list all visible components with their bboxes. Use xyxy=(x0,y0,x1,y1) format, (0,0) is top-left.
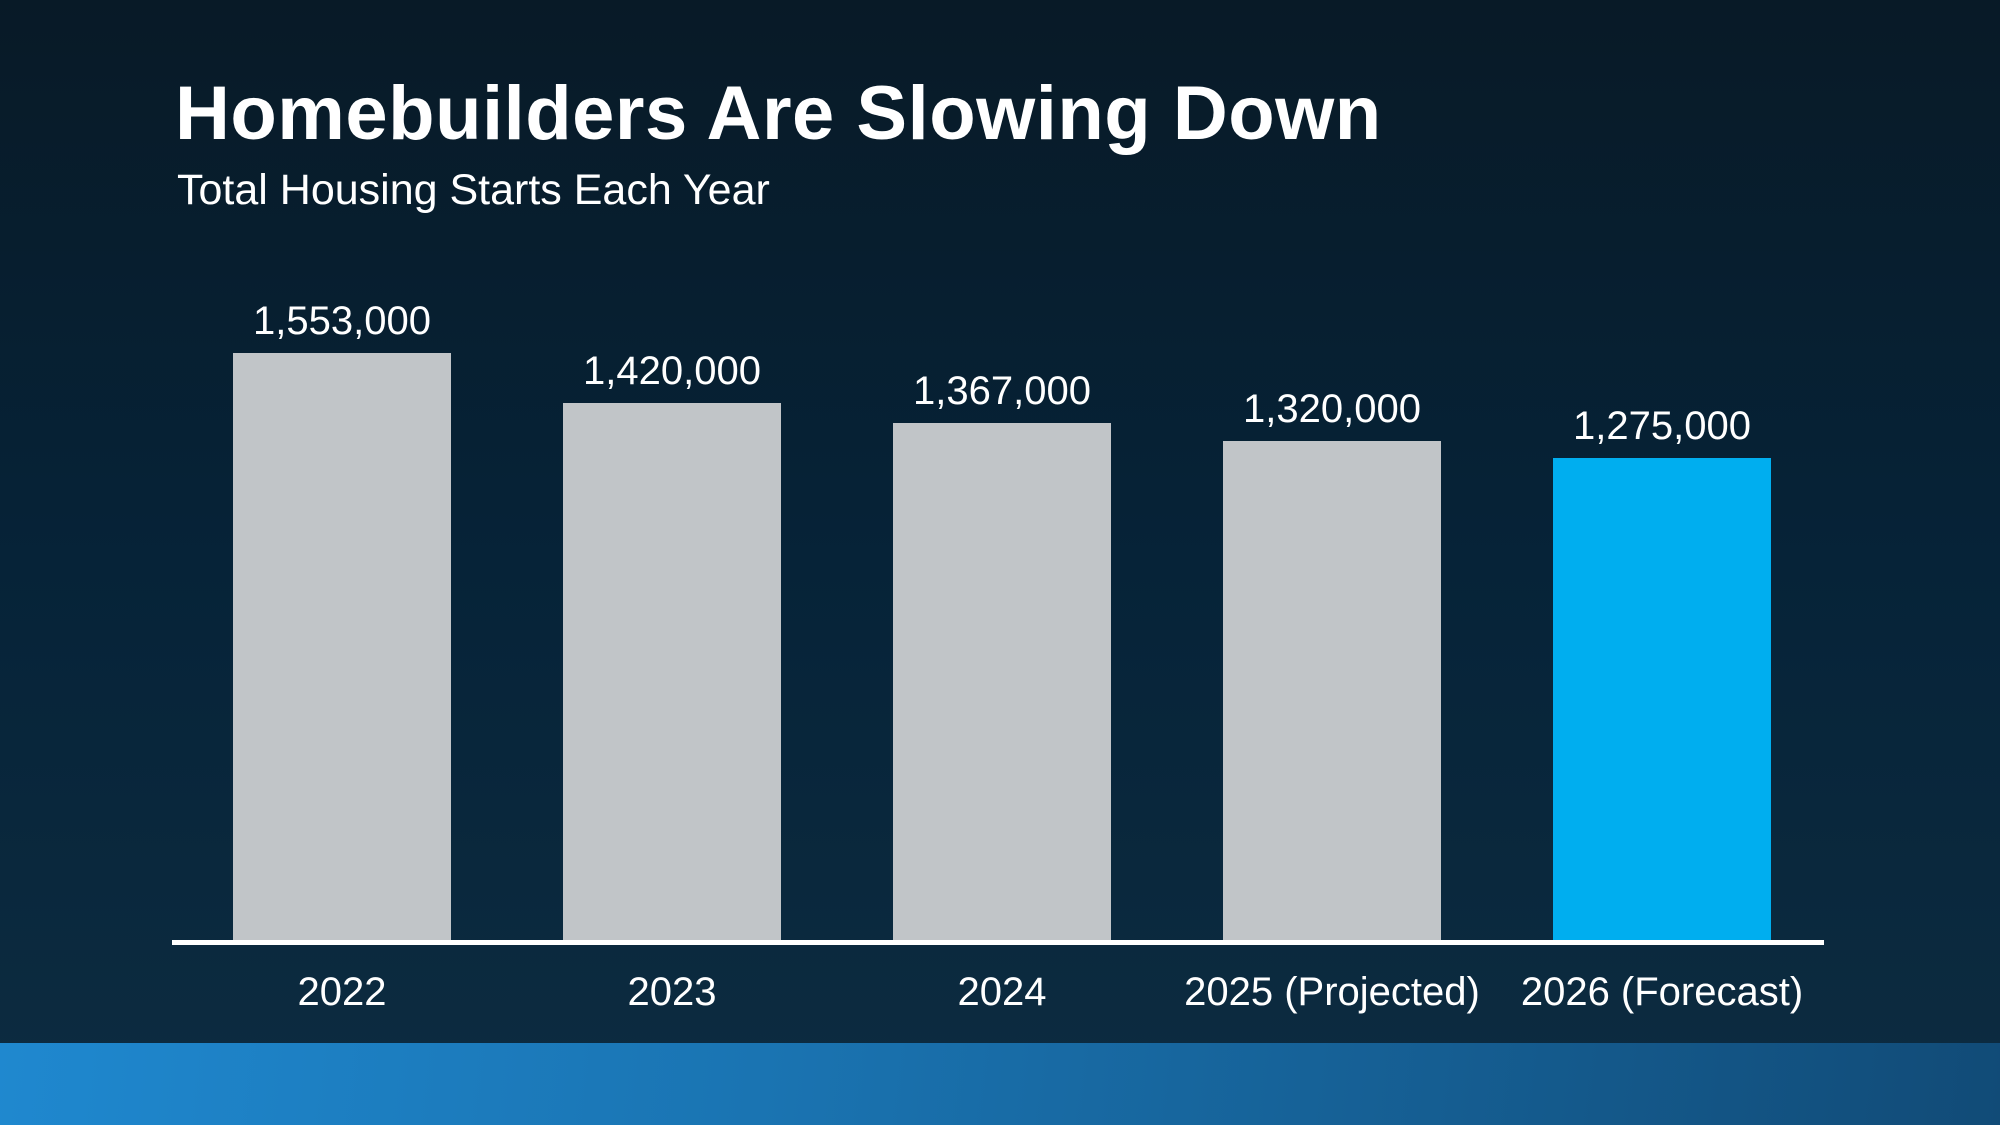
bar-value-label: 1,420,000 xyxy=(583,349,761,393)
x-axis-label: 2026 (Forecast) xyxy=(1520,970,1804,1014)
bar xyxy=(563,403,781,940)
bar xyxy=(233,353,451,940)
x-axis-label: 2023 xyxy=(627,970,717,1014)
x-axis-label: 2022 xyxy=(297,970,387,1014)
bar-value-label: 1,367,000 xyxy=(913,369,1091,413)
bar xyxy=(893,423,1111,940)
x-axis-label: 2024 xyxy=(957,970,1047,1014)
footer-bar: KEEPINGCURRENTMATTERS Source: Zonda xyxy=(0,1043,2000,1125)
bar-value-label: 1,320,000 xyxy=(1243,387,1421,431)
bar xyxy=(1223,441,1441,940)
bar-value-label: 1,275,000 xyxy=(1573,404,1751,448)
chart-title: Homebuilders Are Slowing Down xyxy=(175,71,1382,156)
chart-subtitle: Total Housing Starts Each Year xyxy=(177,166,770,214)
x-axis-line xyxy=(172,940,1824,945)
bar-value-label: 1,553,000 xyxy=(253,299,431,343)
bar xyxy=(1553,458,1771,940)
bar-chart: 1,553,000 2022 1,420,000 2023 1,367,000 2024 1… xyxy=(172,300,1824,1014)
x-axis-label: 2025 (Projected) xyxy=(1184,970,1480,1014)
